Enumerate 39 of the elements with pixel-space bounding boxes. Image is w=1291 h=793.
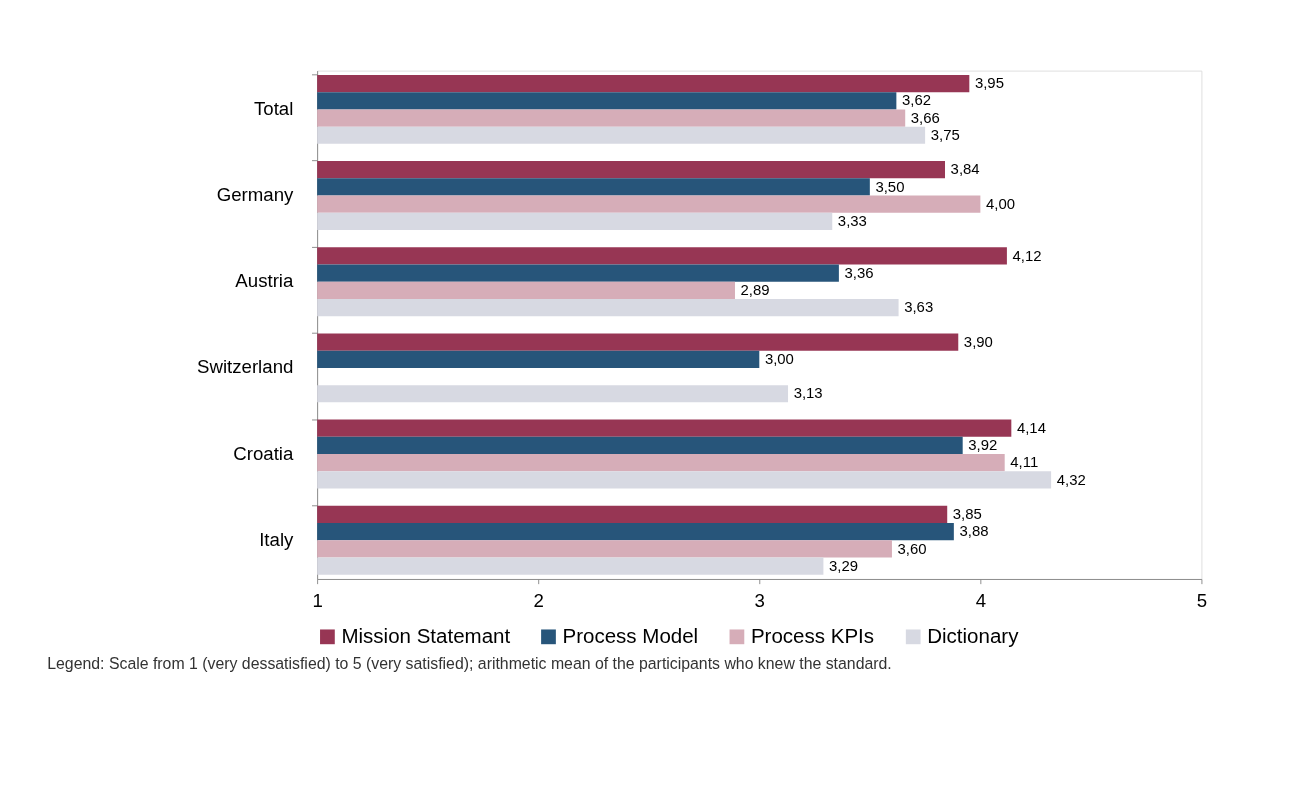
legend-label: Process Model: [562, 624, 699, 648]
data-label: 4,00: [985, 194, 1015, 212]
data-label: 4,14: [1016, 418, 1046, 436]
y-tick-label: Total: [253, 98, 294, 119]
legend-label: Process KPIs: [750, 624, 875, 648]
legend-label: Dictionary: [927, 624, 1020, 648]
data-label: 2,89: [740, 281, 770, 299]
data-label: 3,50: [875, 177, 905, 195]
data-label: 3,60: [897, 539, 927, 557]
x-tick-label: 4: [975, 589, 987, 611]
y-tick-label: Croatia: [233, 442, 294, 464]
y-tick-label: Italy: [259, 528, 295, 550]
data-label: 3,62: [901, 91, 931, 109]
data-label: 4,11: [1010, 453, 1039, 471]
data-label: 4,32: [1056, 470, 1086, 488]
x-tick-label: 3: [754, 589, 765, 611]
legend-label: Mission Statemant: [341, 624, 511, 648]
data-label: 3,13: [793, 384, 823, 402]
data-label: 3,33: [837, 212, 867, 230]
data-label: 3,92: [968, 436, 998, 454]
x-tick-label: 1: [312, 589, 323, 611]
data-label: 3,84: [950, 160, 980, 178]
data-label: 3,29: [829, 556, 859, 574]
y-tick-label: Switzerland: [197, 356, 294, 378]
data-label: 3,36: [844, 263, 874, 281]
x-tick-label: 5: [1196, 589, 1208, 611]
x-tick-label: 2: [533, 589, 544, 611]
data-label: 3,66: [910, 108, 940, 126]
data-label: 3,85: [952, 505, 982, 523]
data-label: 3,90: [963, 332, 993, 350]
text: Legend: Scale from 1 (very dessatisfied) to 5 (very satisfied); arithmetic mean of the participants who knew the standard.: [47, 654, 892, 672]
data-label: 3,00: [764, 349, 794, 367]
data-label: 3,88: [959, 522, 989, 540]
data-label: 4,12: [1012, 246, 1042, 264]
data-label: 3,63: [904, 298, 934, 316]
data-label: 3,95: [974, 74, 1004, 92]
data-label: 3,75: [930, 125, 960, 143]
y-tick-label: Germany: [216, 184, 295, 206]
y-tick-label: Austria: [235, 270, 294, 292]
